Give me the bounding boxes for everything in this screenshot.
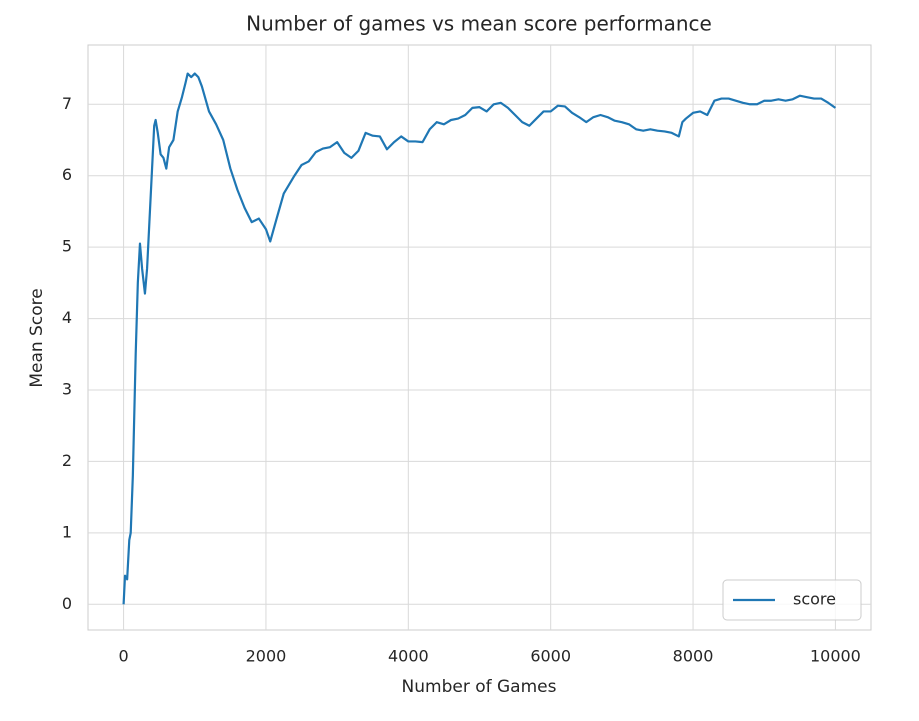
y-tick-label: 0 — [62, 594, 72, 613]
y-tick-label: 6 — [62, 165, 72, 184]
y-tick-label: 3 — [62, 380, 72, 399]
y-axis-label: Mean Score — [27, 288, 47, 387]
x-tick-label: 8000 — [673, 647, 714, 666]
chart-title: Number of games vs mean score performanc… — [246, 12, 712, 36]
plot-area — [87, 44, 872, 631]
y-tick-label: 4 — [62, 308, 72, 327]
x-axis-label: Number of Games — [402, 677, 557, 697]
line-series — [122, 72, 837, 605]
x-tick-label: 10000 — [810, 647, 861, 666]
x-tick-label: 0 — [118, 647, 128, 666]
y-tick-label: 5 — [62, 237, 72, 256]
x-tick-label: 2000 — [246, 647, 287, 666]
y-tick-label: 7 — [62, 94, 72, 113]
x-tick-label: 4000 — [388, 647, 429, 666]
legend-box — [722, 579, 862, 621]
x-tick-label: 6000 — [530, 647, 571, 666]
legend-label: score — [793, 590, 836, 609]
y-tick-label: 2 — [62, 451, 72, 470]
y-tick-label: 1 — [62, 522, 72, 541]
